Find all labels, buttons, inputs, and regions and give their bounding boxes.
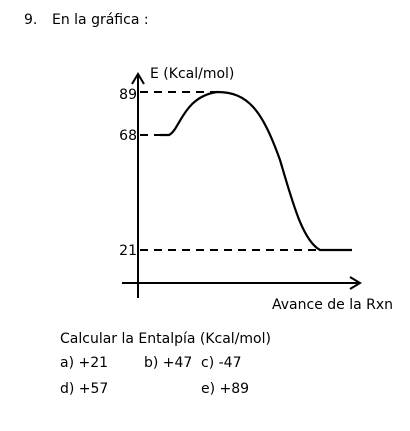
answer-option-e[interactable]: e) +89 bbox=[201, 381, 250, 397]
energy-tick-89: 89 bbox=[119, 87, 137, 103]
answer-option-a[interactable]: a) +21 bbox=[60, 355, 109, 371]
energy-tick-21: 21 bbox=[119, 243, 137, 259]
answer-option-c[interactable]: c) -47 bbox=[201, 355, 242, 371]
energy-tick-68: 68 bbox=[119, 128, 137, 144]
answer-option-d[interactable]: d) +57 bbox=[60, 381, 109, 397]
problem-number: 9. bbox=[24, 12, 38, 28]
energy-axis-label: E (Kcal/mol) bbox=[150, 66, 235, 82]
reaction-progress-axis-label: Avance de la Rxn bbox=[272, 297, 394, 313]
y-axis-arrowhead bbox=[131, 72, 145, 85]
x-axis-arrowhead bbox=[349, 276, 362, 290]
answer-option-b[interactable]: b) +47 bbox=[144, 355, 193, 371]
reaction-energy-curve bbox=[160, 90, 352, 252]
question-instruction: Calcular la Entalpía (Kcal/mol) bbox=[60, 331, 271, 347]
question-heading: En la gráfica : bbox=[52, 12, 149, 28]
